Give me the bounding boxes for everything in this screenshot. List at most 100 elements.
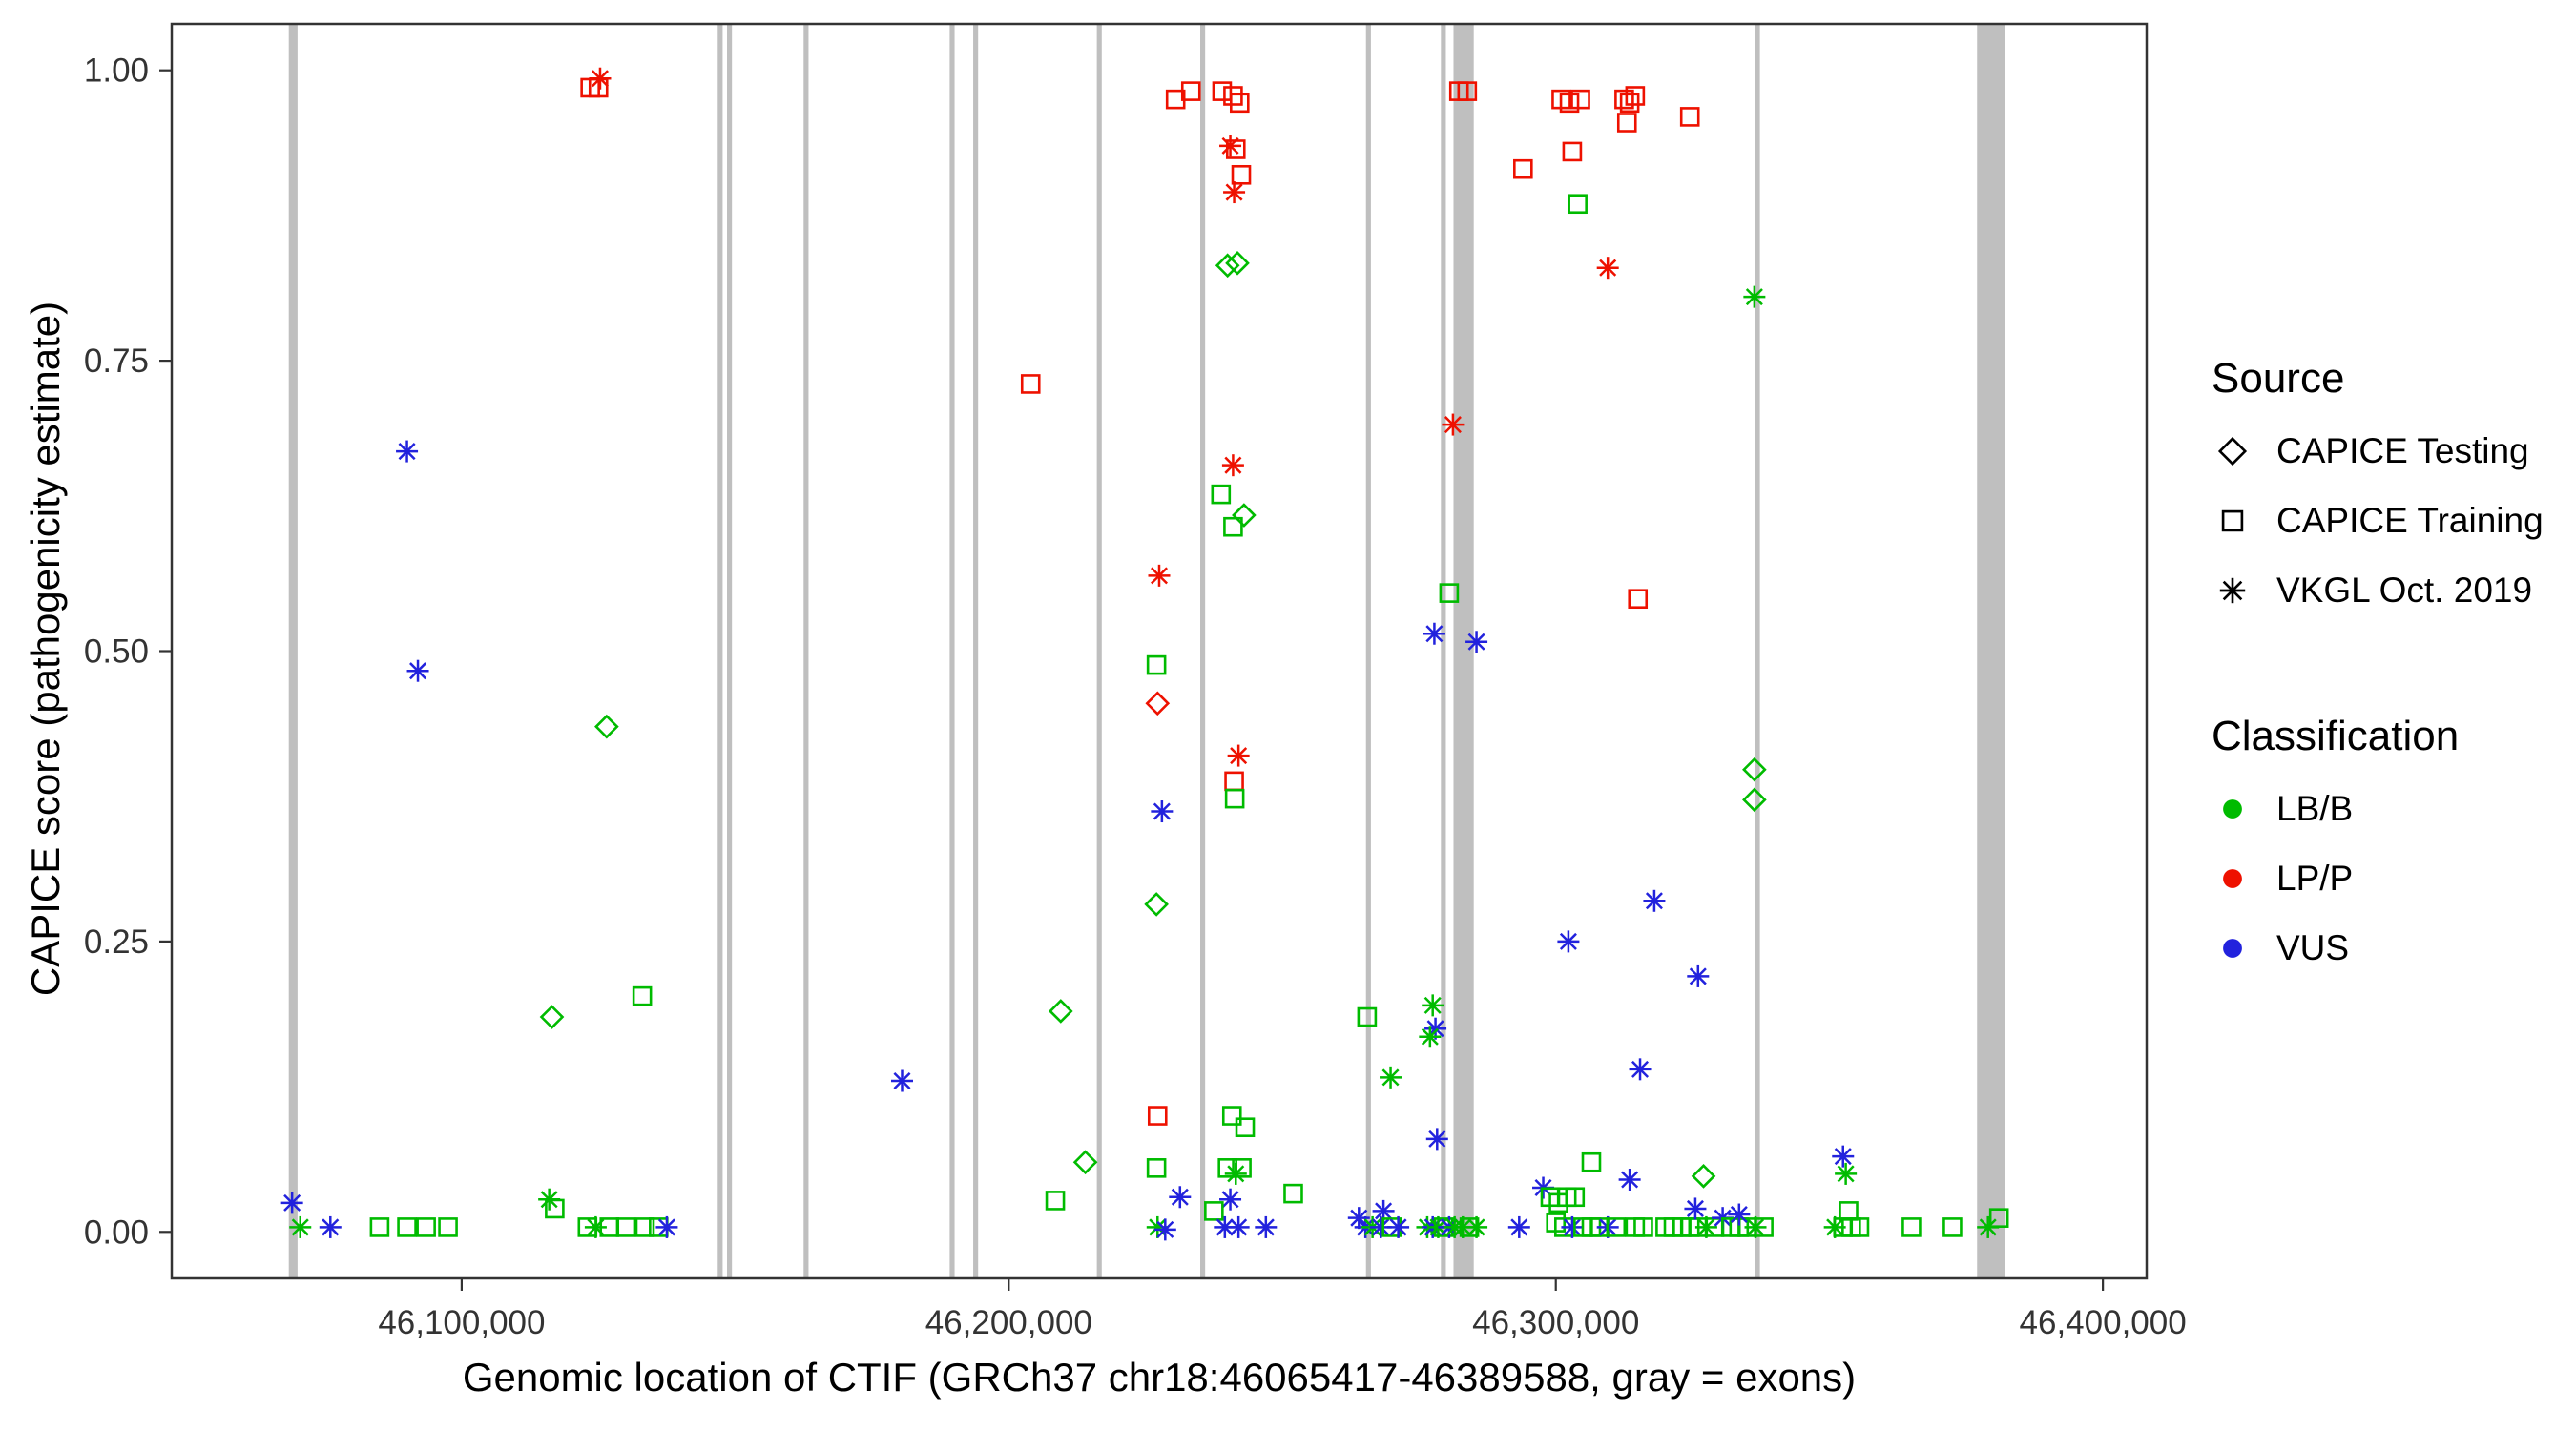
data-point — [634, 1217, 655, 1237]
data-point — [1849, 1217, 1870, 1237]
data-point — [1153, 802, 1171, 820]
y-axis-title: CAPICE score (pathogenicity estimate) — [23, 301, 68, 997]
y-tick-label: 0.50 — [84, 633, 149, 671]
data-point — [1257, 1218, 1275, 1236]
data-point — [1372, 1218, 1390, 1236]
data-point — [1834, 1148, 1852, 1166]
data-point — [1229, 93, 1250, 114]
legend-item-capice-testing: CAPICE Testing — [2212, 416, 2544, 486]
data-point — [1621, 1171, 1639, 1189]
data-point — [1606, 1217, 1627, 1237]
data-point — [1730, 1206, 1748, 1224]
data-point — [1616, 113, 1637, 133]
data-point — [1625, 86, 1646, 106]
exon-band — [803, 24, 809, 1278]
data-point — [1513, 158, 1533, 179]
legend-item-label: LB/B — [2276, 788, 2354, 828]
data-point — [1565, 1187, 1586, 1208]
data-point — [1048, 999, 1073, 1024]
data-point — [1381, 1068, 1400, 1087]
panel-border — [170, 22, 2149, 1280]
data-point — [1454, 1218, 1472, 1236]
data-point — [1215, 1218, 1234, 1236]
data-point — [1568, 194, 1588, 215]
data-point — [1224, 456, 1242, 474]
x-axis-title: Genomic location of CTIF (GRCh37 chr18:4… — [462, 1355, 1857, 1400]
data-point — [1423, 996, 1442, 1014]
legend-source-title: Source — [2212, 355, 2345, 402]
data-point — [1221, 1191, 1239, 1209]
data-point — [657, 1218, 675, 1236]
exon-band — [1096, 24, 1102, 1278]
data-point — [1428, 1130, 1446, 1148]
data-point — [1147, 1106, 1168, 1126]
data-point — [397, 1217, 417, 1237]
data-point — [1225, 250, 1250, 276]
lpp-dot-icon — [2212, 858, 2254, 900]
data-point — [1375, 1202, 1393, 1220]
data-point — [1072, 1150, 1098, 1175]
data-point — [1510, 1218, 1528, 1236]
data-point — [1633, 1217, 1653, 1237]
data-point — [1439, 583, 1460, 603]
data-point — [1979, 1218, 1997, 1236]
legend-classification-title: Classification — [2212, 713, 2460, 759]
legend-item-vkgl: VKGL Oct. 2019 — [2212, 555, 2544, 625]
x-tick-label: 46,100,000 — [378, 1304, 545, 1341]
data-point — [369, 1217, 390, 1237]
data-point — [594, 714, 619, 739]
data-point — [1235, 1117, 1256, 1138]
data-point — [1020, 374, 1041, 394]
data-point — [1230, 1218, 1248, 1236]
data-point — [1467, 633, 1485, 651]
data-point — [1144, 892, 1169, 917]
data-point — [1232, 503, 1257, 528]
data-point — [1045, 1191, 1066, 1211]
exon-band — [1755, 24, 1760, 1278]
data-point — [1619, 93, 1640, 114]
data-point — [1149, 1218, 1167, 1236]
lbb-dot-icon — [2212, 788, 2254, 830]
exon-band — [727, 24, 733, 1278]
data-point — [1599, 259, 1617, 277]
data-point — [539, 1005, 565, 1029]
data-point — [1467, 1218, 1485, 1236]
data-point — [1562, 141, 1583, 162]
data-point — [1559, 932, 1577, 950]
data-point — [1212, 81, 1233, 101]
data-point — [1745, 288, 1763, 306]
data-point — [1146, 654, 1167, 675]
exon-band — [949, 24, 955, 1278]
x-tick-label: 46,400,000 — [2020, 1304, 2187, 1341]
exon-band — [1977, 24, 2005, 1278]
data-point — [1146, 1158, 1167, 1178]
legend-item-label: CAPICE Training — [2276, 500, 2544, 540]
data-point — [1628, 589, 1649, 610]
data-point — [1357, 1006, 1378, 1027]
data-point — [1350, 1209, 1368, 1227]
data-point — [1221, 1106, 1242, 1126]
data-point — [1225, 139, 1246, 159]
data-point — [1689, 967, 1707, 985]
data-point — [1227, 1165, 1245, 1183]
data-point — [632, 985, 653, 1006]
data-point — [1283, 1183, 1303, 1204]
data-point — [1156, 1220, 1174, 1238]
y-tick-label: 0.75 — [84, 342, 149, 380]
data-point — [1425, 625, 1444, 643]
data-point — [1645, 892, 1663, 910]
exon-band — [1200, 24, 1206, 1278]
data-point — [1150, 567, 1169, 585]
legend-item-lpp: LP/P — [2212, 843, 2544, 913]
exon-band — [717, 24, 723, 1278]
legend-item-label: CAPICE Testing — [2276, 430, 2529, 470]
data-point — [1742, 787, 1767, 813]
data-point — [1225, 183, 1243, 201]
data-point — [1223, 86, 1243, 106]
data-point — [416, 1217, 436, 1237]
data-point — [591, 70, 609, 88]
data-point — [1457, 81, 1478, 101]
